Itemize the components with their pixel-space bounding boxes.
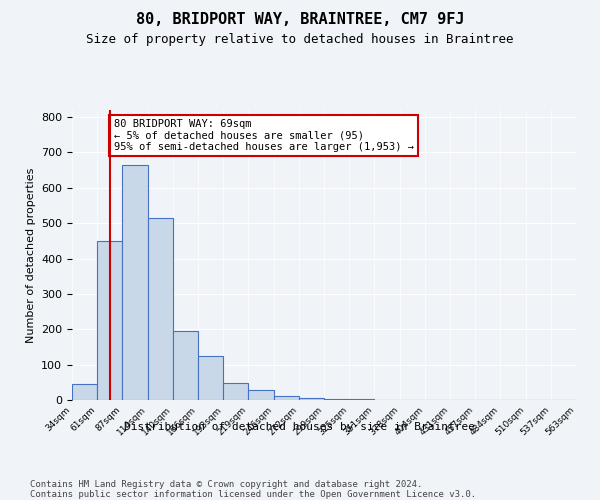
Bar	[324, 399, 349, 400]
Bar	[198, 356, 223, 400]
Bar	[97, 241, 122, 400]
Text: Distribution of detached houses by size in Braintree: Distribution of detached houses by size …	[125, 422, 476, 432]
Text: Size of property relative to detached houses in Braintree: Size of property relative to detached ho…	[86, 32, 514, 46]
Bar	[299, 398, 324, 400]
Bar	[274, 396, 299, 400]
Text: 80, BRIDPORT WAY, BRAINTREE, CM7 9FJ: 80, BRIDPORT WAY, BRAINTREE, CM7 9FJ	[136, 12, 464, 28]
Bar	[122, 165, 148, 400]
Bar	[173, 331, 198, 400]
Bar	[148, 218, 173, 400]
Text: Contains HM Land Registry data © Crown copyright and database right 2024.
Contai: Contains HM Land Registry data © Crown c…	[30, 480, 476, 500]
Y-axis label: Number of detached properties: Number of detached properties	[26, 168, 35, 342]
Bar	[72, 384, 97, 400]
Text: 80 BRIDPORT WAY: 69sqm
← 5% of detached houses are smaller (95)
95% of semi-deta: 80 BRIDPORT WAY: 69sqm ← 5% of detached …	[113, 119, 413, 152]
Bar	[248, 390, 274, 400]
Bar	[223, 384, 248, 400]
